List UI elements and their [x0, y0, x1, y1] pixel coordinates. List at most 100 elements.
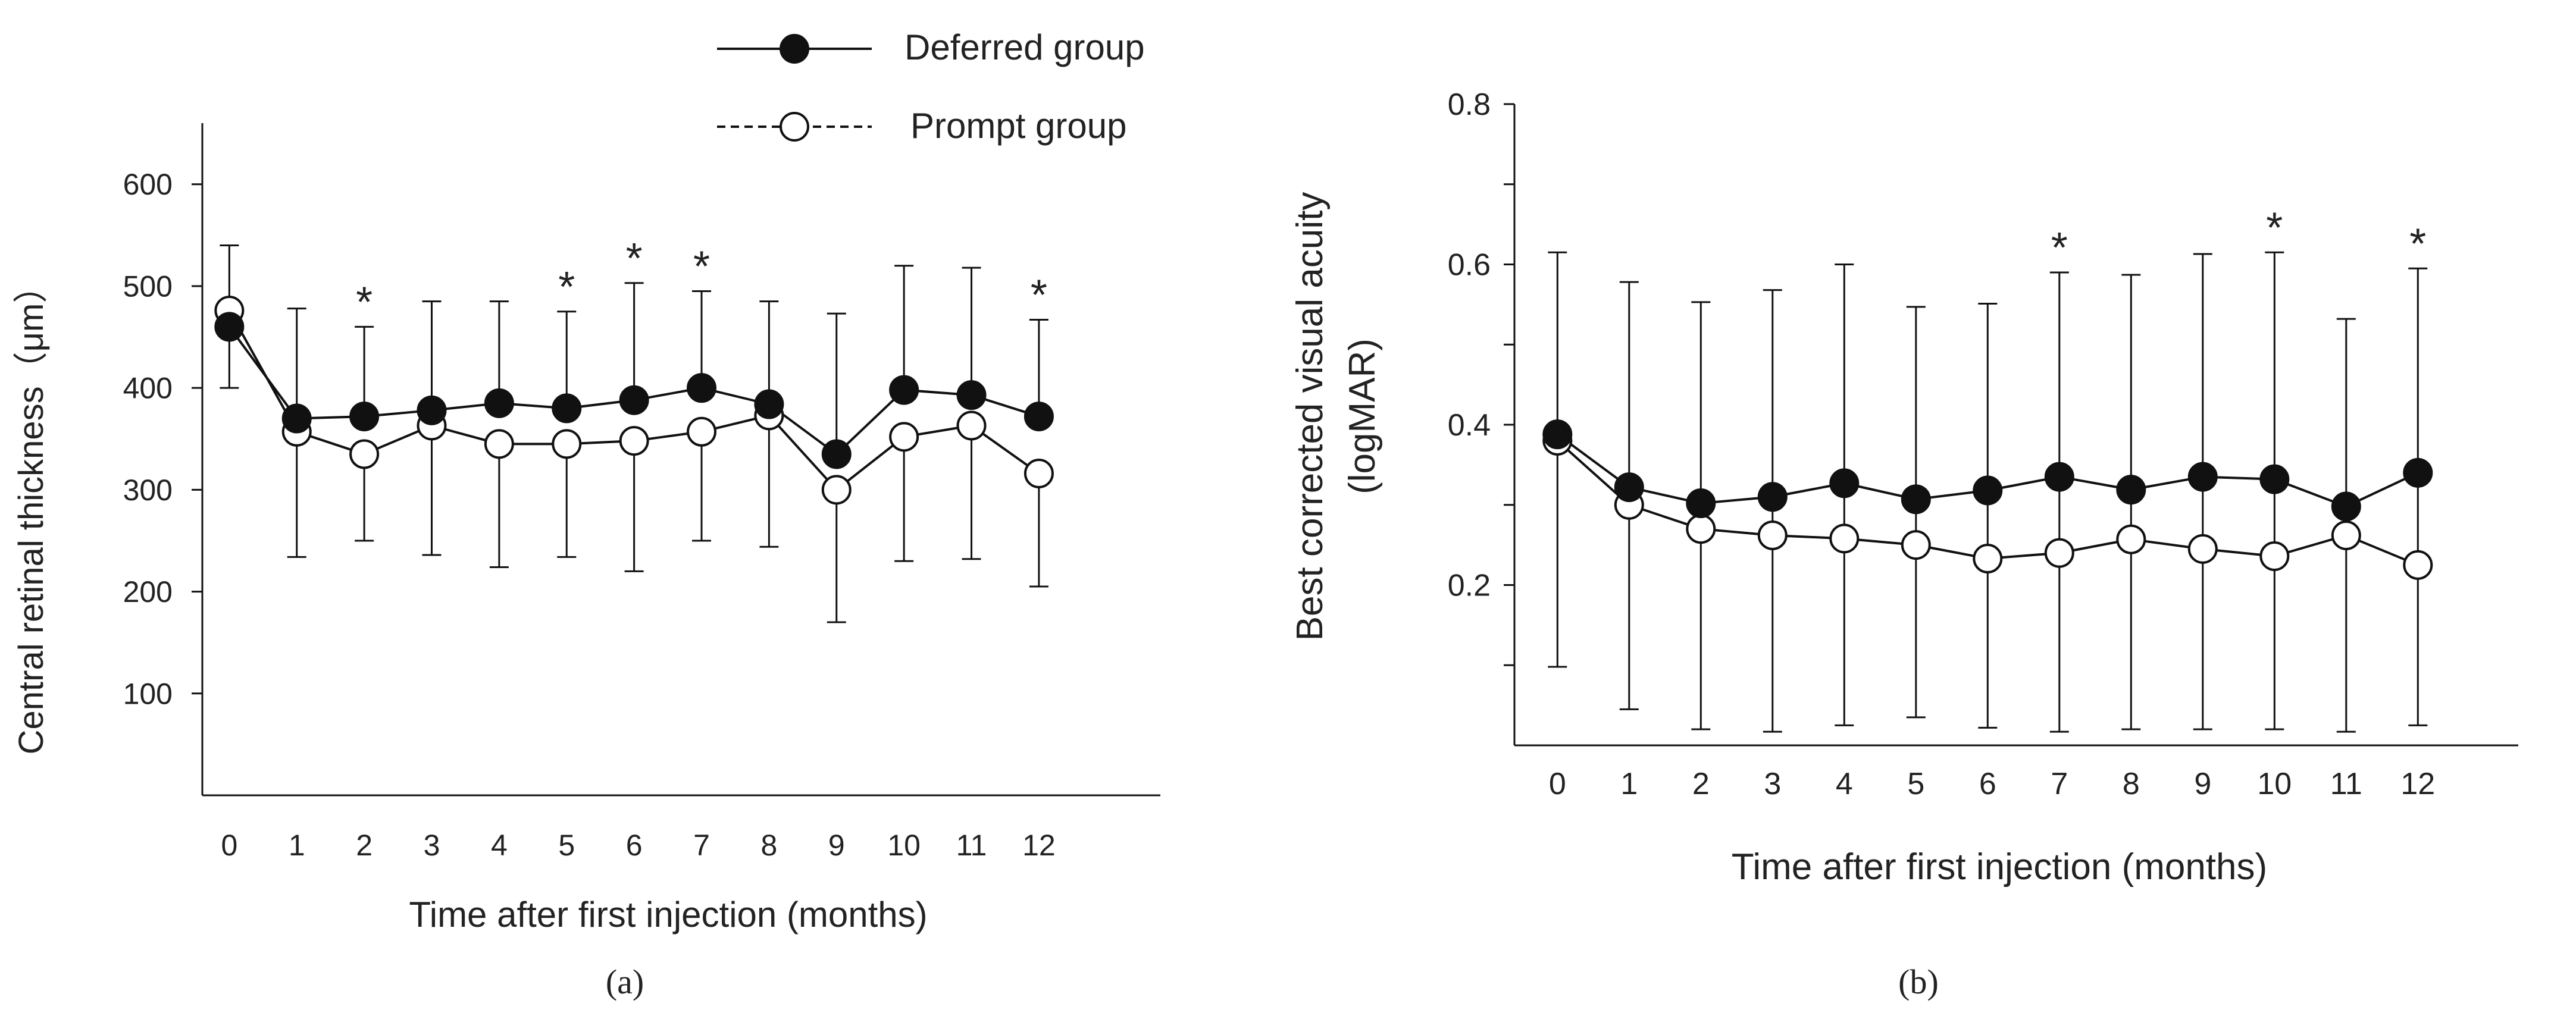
- chart-b-x-tick-label: 0: [1549, 767, 1566, 801]
- chart-b-x-ticks: 0 1 2 3 4 5 6 7 8 9 10 11 12: [1549, 767, 2435, 801]
- chart-a-significance-markers: * * * * *: [356, 235, 1047, 327]
- chart-b-x-tick-label: 5: [1907, 767, 1924, 801]
- chart-b-prompt-point: [1901, 530, 1931, 560]
- chart-a-y-tick-label: 300: [123, 473, 173, 507]
- chart-b-prompt-point: [1973, 544, 2003, 574]
- chart-a-x-tick-label: 3: [424, 829, 440, 862]
- chart-b-prompt-point: [2403, 550, 2433, 580]
- chart-a-deferred-point: [417, 395, 447, 425]
- chart-b-prompt-point: [2331, 520, 2361, 550]
- chart-b-x-tick-label: 6: [1979, 767, 1996, 801]
- chart-a-deferred-point: [889, 375, 919, 405]
- chart-a-x-tick-label: 8: [760, 829, 777, 862]
- chart-b-deferred-point: [1686, 488, 1716, 519]
- legend-prompt-marker: [780, 112, 809, 142]
- panel-label-a: (a): [606, 962, 644, 1001]
- chart-b-x-tick-label: 3: [1764, 767, 1781, 801]
- chart-a-deferred-point: [281, 403, 312, 434]
- chart-a-significance-asterisk: *: [626, 235, 643, 283]
- chart-b-y-tick-label: 0.2: [1448, 569, 1491, 603]
- chart-a-deferred-point: [349, 402, 380, 432]
- chart-a-x-tick-label: 2: [356, 829, 373, 862]
- chart-a-y-tick-label: 100: [123, 677, 173, 710]
- legend: Deferred group Prompt group: [717, 27, 1145, 146]
- chart-a-prompt-point: [821, 475, 852, 505]
- chart-b-deferred-point: [1757, 482, 1788, 512]
- legend-deferred-marker: [780, 34, 809, 64]
- chart-b-prompt-point: [1757, 520, 1788, 550]
- chart-a-points: [214, 296, 1054, 505]
- chart-a-y-tick-label: 200: [123, 575, 173, 609]
- chart-b-significance-markers: * * *: [2051, 204, 2427, 272]
- chart-b-y-axis-label-line2: (logMAR): [1342, 338, 1383, 494]
- chart-a-significance-asterisk: *: [356, 279, 373, 327]
- chart-a-deferred-point: [754, 389, 784, 419]
- chart-a-y-ticks: 100 200 300 400 500 600: [123, 168, 202, 710]
- chart-b-x-tick-label: 2: [1692, 767, 1710, 801]
- chart-b-prompt-point: [1829, 523, 1860, 554]
- chart-a-x-tick-label: 7: [693, 829, 710, 862]
- chart-b-y-axis-label-line1: Best corrected visual acuity: [1289, 192, 1331, 641]
- chart-b-points: [1542, 419, 2433, 580]
- chart-b-prompt-point: [2044, 538, 2074, 568]
- chart-a-prompt-point: [619, 426, 649, 456]
- chart-b-prompt-point: [2116, 524, 2146, 554]
- chart-a-x-tick-label: 11: [956, 829, 987, 862]
- chart-b-y-tick-label: 0.4: [1448, 408, 1491, 443]
- chart-b-prompt-point: [2187, 534, 2218, 564]
- chart-a-prompt-point: [552, 429, 582, 459]
- chart-b-y-ticks: 0.2 0.4 0.6 0.8: [1448, 87, 1514, 666]
- chart-a-x-tick-label: 5: [558, 829, 575, 862]
- chart-b-deferred-point: [2116, 475, 2146, 505]
- chart-a-x-tick-label: 9: [828, 829, 845, 862]
- chart-b: 0.20.40.60.8 0 1 2 3 4 5 6 7 8 9 10 11 12 * * * Best c…: [1289, 87, 2518, 1001]
- chart-a-deferred-point: [687, 373, 717, 403]
- chart-b-y-tick-label: 0.6: [1448, 248, 1491, 283]
- chart-b-deferred-point: [1973, 475, 2003, 506]
- chart-b-deferred-point: [2331, 491, 2361, 522]
- chart-a-x-tick-label: 0: [221, 829, 237, 862]
- chart-a-significance-asterisk: *: [1031, 272, 1047, 319]
- chart-b-deferred-point: [2259, 464, 2290, 494]
- chart-b-x-tick-label: 12: [2400, 767, 2435, 801]
- chart-a-prompt-point: [889, 422, 919, 452]
- chart-a-prompt-point: [484, 429, 514, 459]
- chart-b-deferred-point: [2403, 457, 2433, 488]
- chart-b-x-axis-label: Time after first injection (months): [1732, 846, 2267, 888]
- chart-a-y-tick-label: 500: [123, 269, 173, 303]
- chart-b-significance-asterisk: *: [2051, 224, 2068, 272]
- chart-a-error-bars: [220, 244, 1048, 623]
- chart-b-x-tick-label: 9: [2194, 767, 2211, 801]
- chart-b-deferred-point: [1542, 419, 1573, 450]
- legend-prompt-label: Prompt group: [910, 106, 1127, 146]
- chart-a-significance-asterisk: *: [558, 264, 575, 311]
- chart-a-prompt-point: [956, 410, 987, 441]
- chart-a-prompt-point: [1023, 458, 1054, 488]
- chart-a-x-tick-label: 1: [289, 829, 305, 862]
- chart-a-deferred-point: [552, 393, 582, 424]
- chart-b-prompt-point: [1686, 514, 1716, 544]
- chart-a-significance-asterisk: *: [693, 243, 710, 291]
- chart-b-deferred-point: [1829, 468, 1860, 498]
- chart-b-significance-asterisk: *: [2266, 204, 2283, 252]
- chart-b-prompt-point: [2259, 541, 2290, 571]
- chart-b-y-tick-label: 0.8: [1448, 87, 1491, 122]
- chart-a-deferred-point: [214, 312, 245, 342]
- chart-a-prompt-point: [687, 416, 717, 447]
- chart-a-y-axis-label: Central retinal thickness（μm）: [12, 269, 51, 755]
- chart-b-x-tick-label: 7: [2051, 767, 2068, 801]
- chart-b-significance-asterisk: *: [2409, 220, 2426, 268]
- chart-b-x-tick-label: 8: [2123, 767, 2140, 801]
- chart-a-x-axis-label: Time after first injection (months): [409, 895, 927, 935]
- chart-a-deferred-point: [956, 380, 987, 410]
- chart-a-deferred-point: [619, 385, 649, 415]
- chart-b-deferred-point: [1901, 484, 1931, 515]
- chart-a-deferred-point: [484, 388, 514, 418]
- chart-a-x-ticks: 0 1 2 3 4 5 6 7 8 9 10 11 12: [221, 829, 1055, 862]
- chart-a-deferred-point: [821, 439, 852, 469]
- chart-b-x-tick-label: 11: [2330, 767, 2362, 801]
